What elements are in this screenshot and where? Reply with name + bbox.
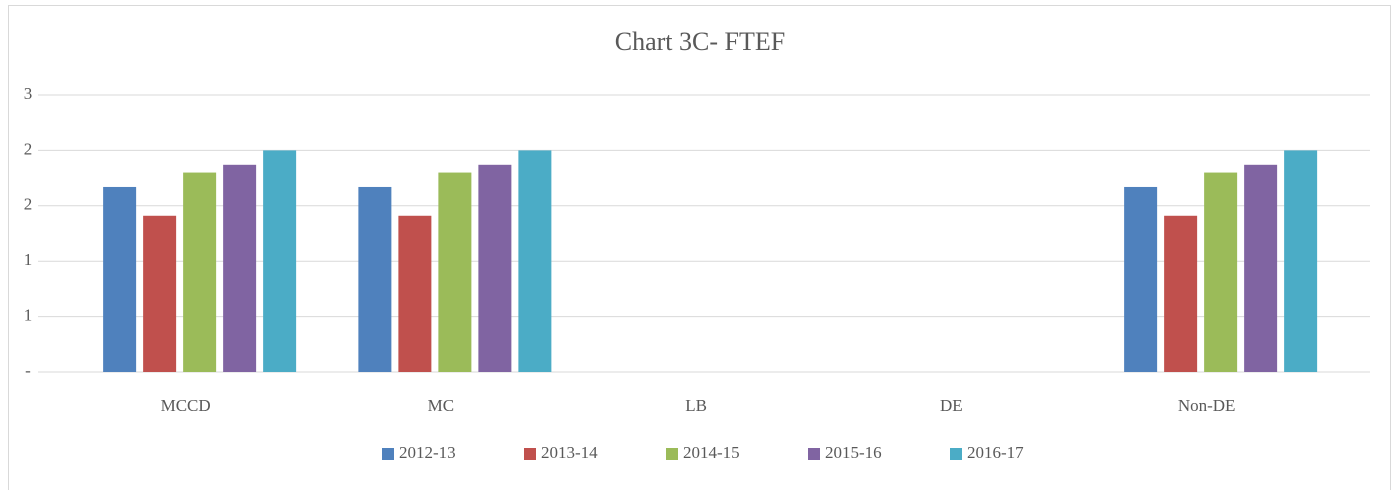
legend-label: 2013-14 xyxy=(541,443,598,462)
bar xyxy=(183,172,217,372)
legend-label: 2015-16 xyxy=(825,443,882,462)
chart-title: Chart 3C- FTEF xyxy=(615,27,785,56)
legend-swatch xyxy=(382,448,394,460)
bar xyxy=(1284,150,1318,372)
legend-swatch xyxy=(950,448,962,460)
bar xyxy=(1164,215,1198,372)
y-tick-label: 2 xyxy=(24,139,33,158)
x-tick-label: MCCD xyxy=(161,396,211,415)
bar xyxy=(478,164,512,372)
y-tick-label: 1 xyxy=(24,250,33,269)
bar xyxy=(1124,186,1158,372)
x-tick-label: Non-DE xyxy=(1178,396,1236,415)
bar xyxy=(1204,172,1238,372)
bar xyxy=(398,215,432,372)
legend-label: 2014-15 xyxy=(683,443,740,462)
legend-label: 2016-17 xyxy=(967,443,1024,462)
y-tick-label: - xyxy=(25,361,31,380)
x-tick-label: MC xyxy=(428,396,454,415)
bar xyxy=(263,150,297,372)
x-tick-label: LB xyxy=(685,396,707,415)
y-tick-label: 3 xyxy=(24,84,33,103)
bar xyxy=(223,164,257,372)
x-tick-label: DE xyxy=(940,396,963,415)
legend-label: 2012-13 xyxy=(399,443,456,462)
bar xyxy=(143,215,177,372)
legend-swatch xyxy=(808,448,820,460)
y-tick-label: 1 xyxy=(24,306,33,325)
y-tick-label: 2 xyxy=(24,195,33,214)
bar xyxy=(438,172,472,372)
bar xyxy=(358,186,392,372)
bar xyxy=(1244,164,1278,372)
legend-swatch xyxy=(524,448,536,460)
bar xyxy=(518,150,552,372)
legend-swatch xyxy=(666,448,678,460)
bar xyxy=(103,186,137,372)
